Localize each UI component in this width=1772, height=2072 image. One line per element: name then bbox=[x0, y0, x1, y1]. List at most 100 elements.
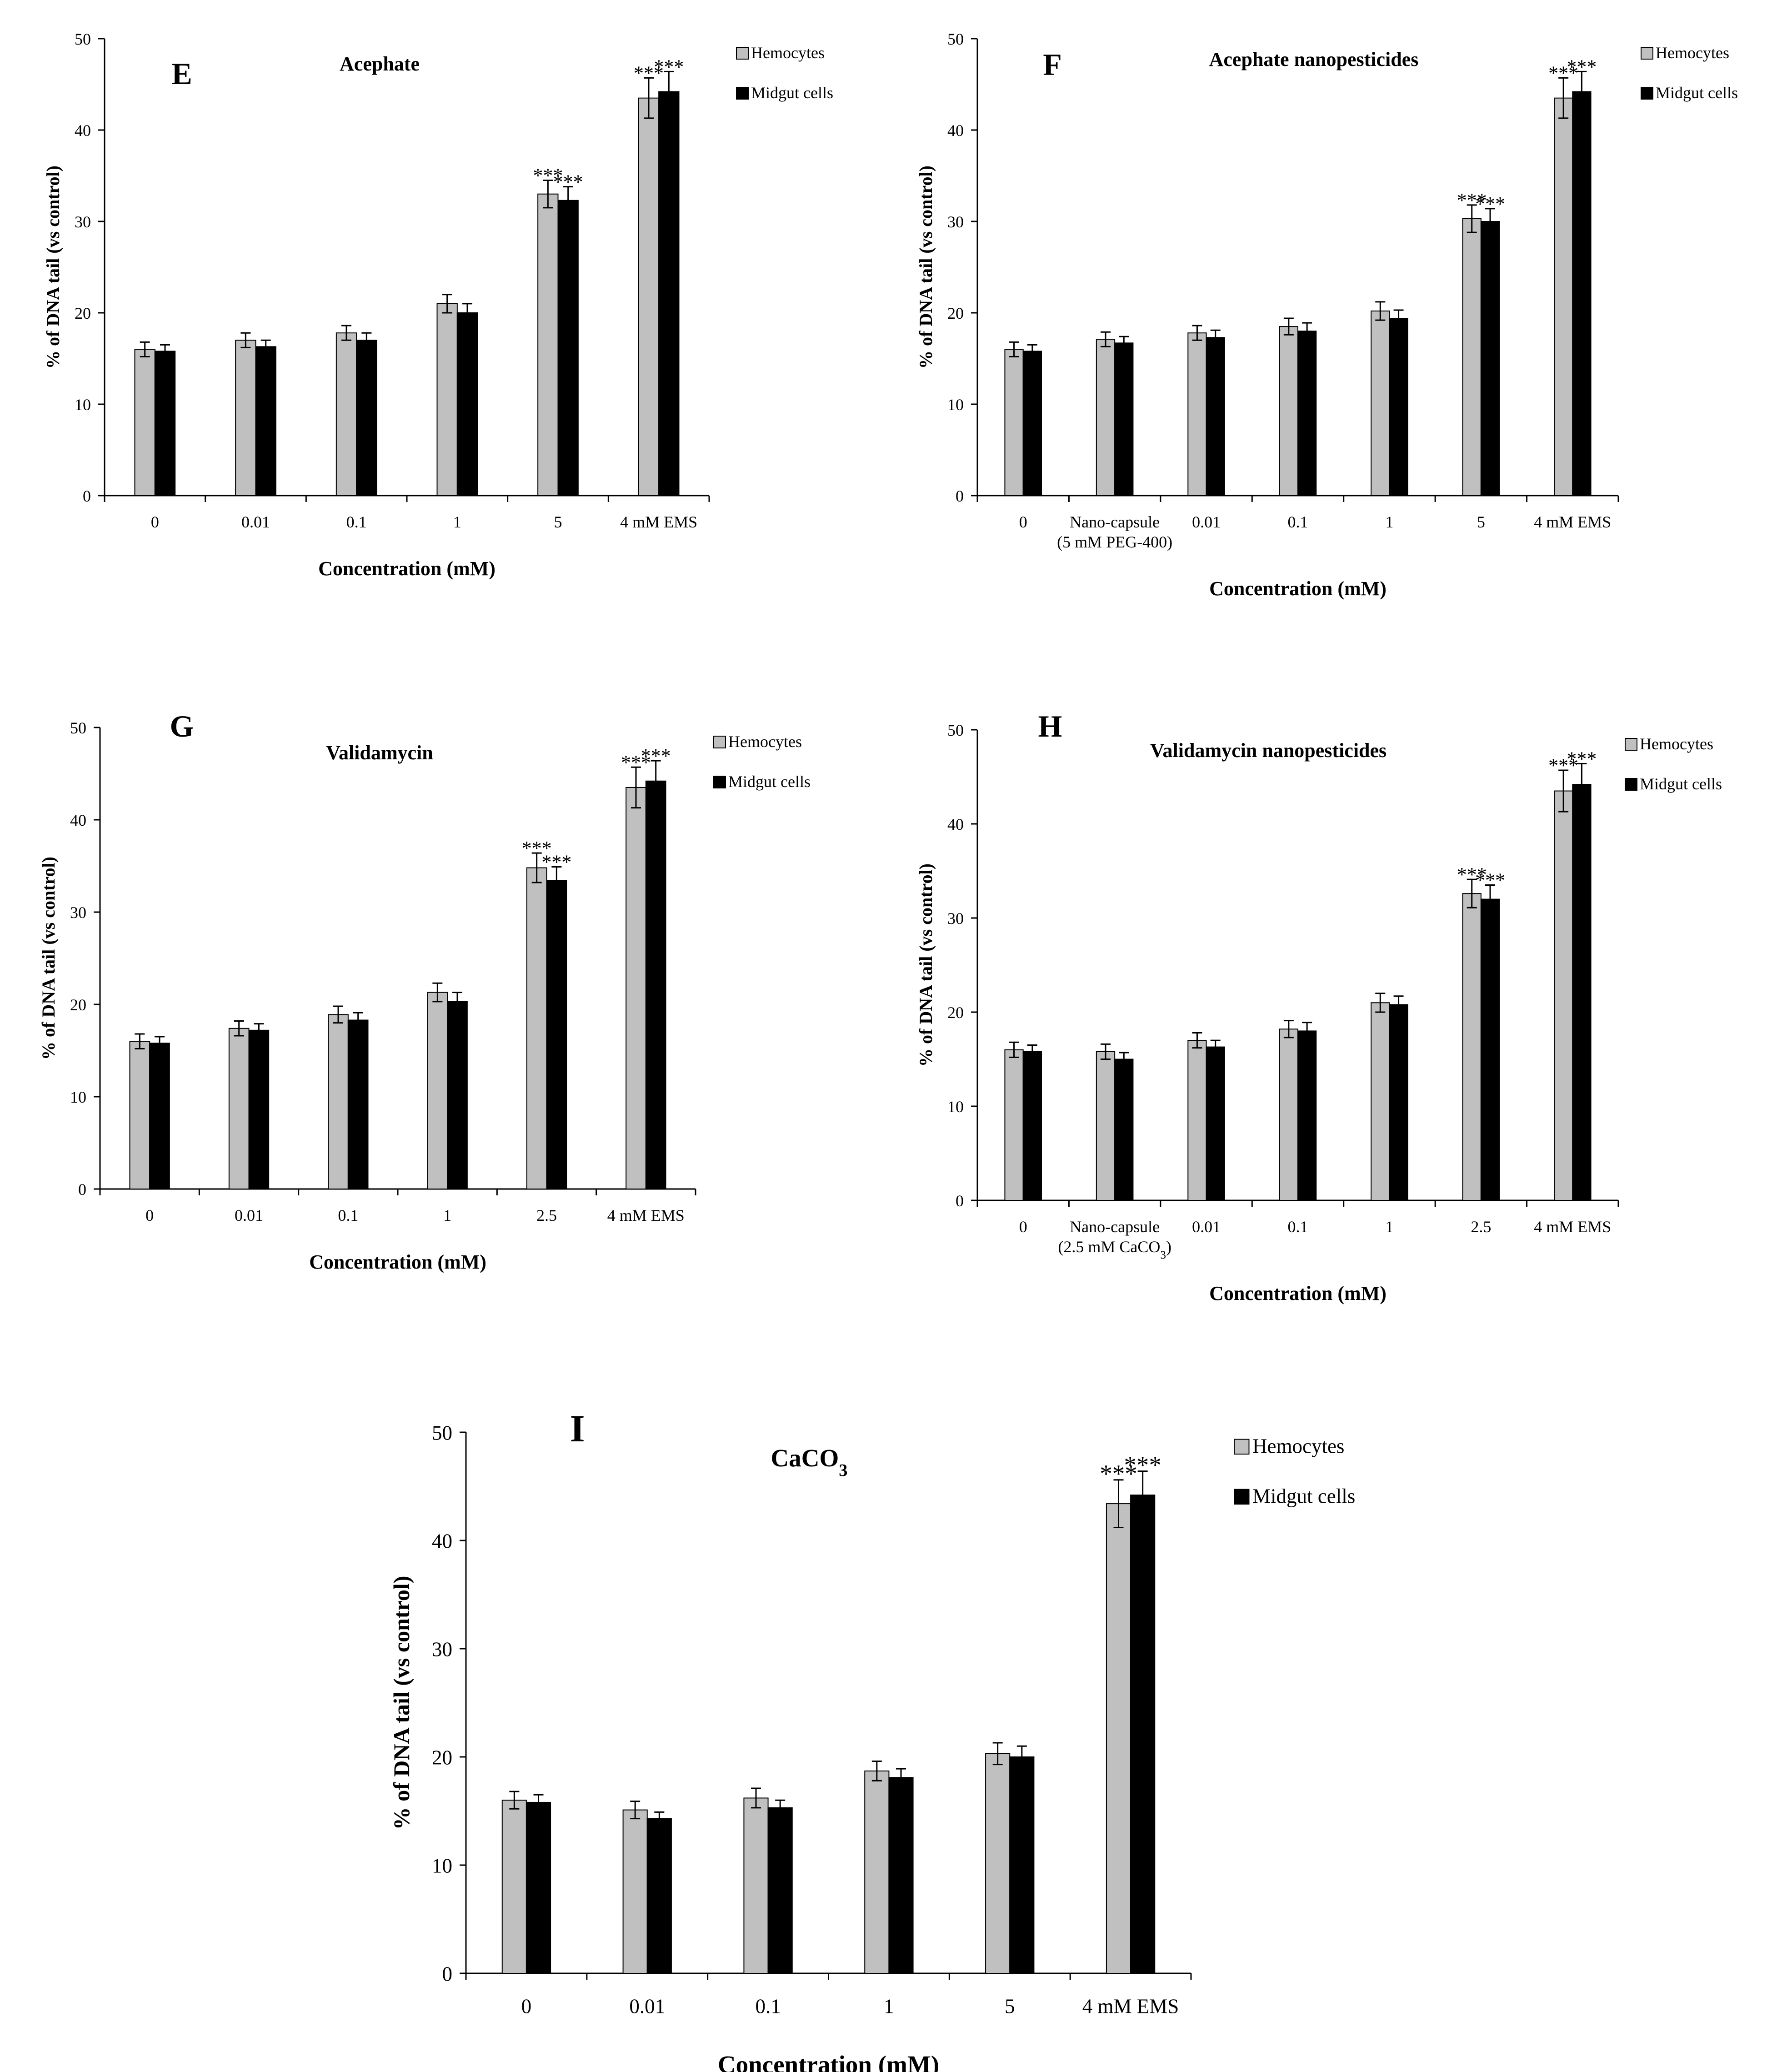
legend-label: Hemocytes bbox=[1640, 735, 1713, 753]
bar-midgut-cells bbox=[1480, 898, 1500, 1201]
bar-midgut-cells bbox=[1389, 318, 1408, 496]
bar-hemocytes bbox=[526, 867, 547, 1190]
significance-marker: *** bbox=[621, 751, 651, 773]
bar-hemocytes bbox=[1371, 310, 1390, 496]
bar-hemocytes bbox=[1187, 1040, 1207, 1201]
panel-e-y-tick-label: 30 bbox=[75, 213, 91, 231]
panel-i-y-tick-label: 20 bbox=[432, 1746, 452, 1769]
bar-hemocytes bbox=[228, 1028, 250, 1190]
bar-hemocytes bbox=[1279, 326, 1299, 497]
significance-marker: *** bbox=[1567, 55, 1597, 78]
panel-i-y-tick-label: 10 bbox=[432, 1854, 452, 1877]
panel-h-y-tick-label: 40 bbox=[947, 815, 964, 833]
bar-hemocytes bbox=[427, 992, 448, 1190]
bar-midgut-cells bbox=[658, 91, 680, 496]
panel-h-letter: H bbox=[1038, 709, 1062, 743]
panel-f-y-tick-label: 20 bbox=[947, 304, 964, 322]
panel-e-x-tick-label: 5 bbox=[554, 513, 562, 531]
panel-e-x-tick-label: 0.1 bbox=[346, 513, 367, 531]
panel-i-y-tick-label: 40 bbox=[432, 1530, 452, 1552]
legend-label: Midgut cells bbox=[751, 84, 833, 102]
panel-g-y-axis-title: % of DNA tail (vs control) bbox=[38, 857, 59, 1060]
panel-i-y-axis-title: % of DNA tail (vs control) bbox=[389, 1576, 414, 1830]
bar-hemocytes bbox=[1462, 893, 1482, 1201]
bar-midgut-cells bbox=[1206, 337, 1225, 497]
legend-label: Midgut cells bbox=[1252, 1485, 1355, 1508]
panel-h-x-tick-label: 4 mM EMS bbox=[1534, 1218, 1611, 1236]
panel-f-y-tick-label: 10 bbox=[947, 396, 964, 414]
panel-h-x-tick-label: 1 bbox=[1385, 1218, 1393, 1236]
significance-marker: *** bbox=[1475, 869, 1505, 892]
panel-g-y-tick-label: 20 bbox=[70, 996, 86, 1014]
panel-f-x-tick-label: 5 bbox=[1477, 513, 1485, 531]
significance-marker: *** bbox=[533, 165, 563, 187]
significance-marker: *** bbox=[1457, 189, 1487, 211]
panel-g-x-tick-label: 4 mM EMS bbox=[607, 1206, 685, 1224]
panel-h-x-axis-title: Concentration (mM) bbox=[1209, 1282, 1387, 1304]
bar-midgut-cells bbox=[1022, 1051, 1042, 1201]
significance-marker: *** bbox=[1457, 863, 1487, 886]
bar-hemocytes bbox=[235, 340, 256, 496]
bar-midgut-cells bbox=[149, 1043, 170, 1189]
panel-e-y-tick-label: 40 bbox=[75, 121, 91, 140]
bar-hemocytes bbox=[335, 332, 357, 496]
legend-label: Hemocytes bbox=[1252, 1435, 1344, 1458]
significance-marker: *** bbox=[1548, 754, 1578, 777]
bar-midgut-cells bbox=[1297, 331, 1317, 496]
bar-midgut-cells bbox=[526, 1801, 551, 1974]
significance-marker: *** bbox=[553, 171, 583, 193]
panel-i-x-tick-label: 1 bbox=[884, 1995, 894, 2018]
panel-h-y-tick-label: 50 bbox=[947, 721, 964, 739]
bar-hemocytes bbox=[1371, 1002, 1390, 1201]
legend-swatch-hemocytes bbox=[713, 736, 726, 748]
bar-midgut-cells bbox=[888, 1777, 914, 1974]
bar-midgut-cells bbox=[1480, 221, 1500, 496]
panel-h-x-tick-label: 0.1 bbox=[1288, 1218, 1308, 1236]
panel-g-y-tick-label: 30 bbox=[70, 903, 86, 922]
bar-hemocytes bbox=[1004, 1049, 1024, 1201]
panel-h-title: Validamycin nanopesticides bbox=[1150, 739, 1387, 762]
panel-e-y-tick-label: 20 bbox=[75, 304, 91, 322]
panel-e-y-axis-title: % of DNA tail (vs control) bbox=[43, 166, 63, 369]
legend-swatch-hemocytes bbox=[1641, 47, 1653, 60]
bar-midgut-cells bbox=[248, 1029, 270, 1190]
legend-label: Midgut cells bbox=[1656, 84, 1738, 102]
significance-marker: *** bbox=[634, 62, 664, 84]
panel-g-y-tick-label: 10 bbox=[70, 1088, 86, 1106]
panel-e-y-tick-label: 50 bbox=[75, 30, 91, 48]
bar-midgut-cells bbox=[347, 1019, 369, 1189]
legend-swatch-hemocytes bbox=[736, 47, 749, 60]
panel-e-x-tick-label: 4 mM EMS bbox=[620, 513, 697, 531]
panel-i-x-tick-label: 0.1 bbox=[755, 1995, 781, 2018]
legend-swatch-midgut-cells bbox=[1234, 1489, 1250, 1505]
bar-hemocytes bbox=[1187, 332, 1207, 496]
bar-hemocytes bbox=[1279, 1028, 1299, 1201]
panel-h-x-tick-label: 2.5 bbox=[1471, 1218, 1491, 1236]
legend-label: Hemocytes bbox=[728, 732, 802, 751]
bar-hemocytes bbox=[1462, 218, 1482, 497]
panel-f-x-tick-label: 0.01 bbox=[1192, 513, 1221, 531]
bar-hemocytes bbox=[743, 1797, 769, 1974]
legend-label: Midgut cells bbox=[1640, 775, 1722, 793]
panel-f-x-axis-title: Concentration (mM) bbox=[1209, 577, 1387, 600]
panel-e-x-tick-label: 0 bbox=[151, 513, 159, 531]
panel-h-y-tick-label: 30 bbox=[947, 909, 964, 928]
bar-midgut-cells bbox=[456, 312, 478, 496]
panel-i-x-tick-label: 0 bbox=[521, 1995, 532, 2018]
bar-midgut-cells bbox=[1130, 1495, 1156, 1974]
bar-midgut-cells bbox=[1572, 784, 1592, 1201]
panel-e-x-tick-label: 1 bbox=[453, 513, 461, 531]
panel-g-x-tick-label: 0.01 bbox=[235, 1206, 263, 1224]
legend-swatch-midgut-cells bbox=[713, 776, 726, 788]
panel-g-x-tick-label: 1 bbox=[443, 1206, 451, 1224]
significance-marker: *** bbox=[1124, 1451, 1161, 1479]
panel-h-x-tick-label: Nano-capsule bbox=[1070, 1218, 1160, 1236]
panel-i-y-tick-label: 30 bbox=[432, 1638, 452, 1661]
legend-swatch-hemocytes bbox=[1234, 1439, 1250, 1455]
panel-h-y-axis-title: % of DNA tail (vs control) bbox=[916, 863, 936, 1067]
bar-midgut-cells bbox=[646, 1818, 672, 1974]
panel-h-x-tick-label: 0.01 bbox=[1192, 1218, 1221, 1236]
bar-hemocytes bbox=[622, 1809, 648, 1974]
panel-g-letter: G bbox=[170, 709, 194, 743]
bar-midgut-cells bbox=[1389, 1004, 1408, 1201]
